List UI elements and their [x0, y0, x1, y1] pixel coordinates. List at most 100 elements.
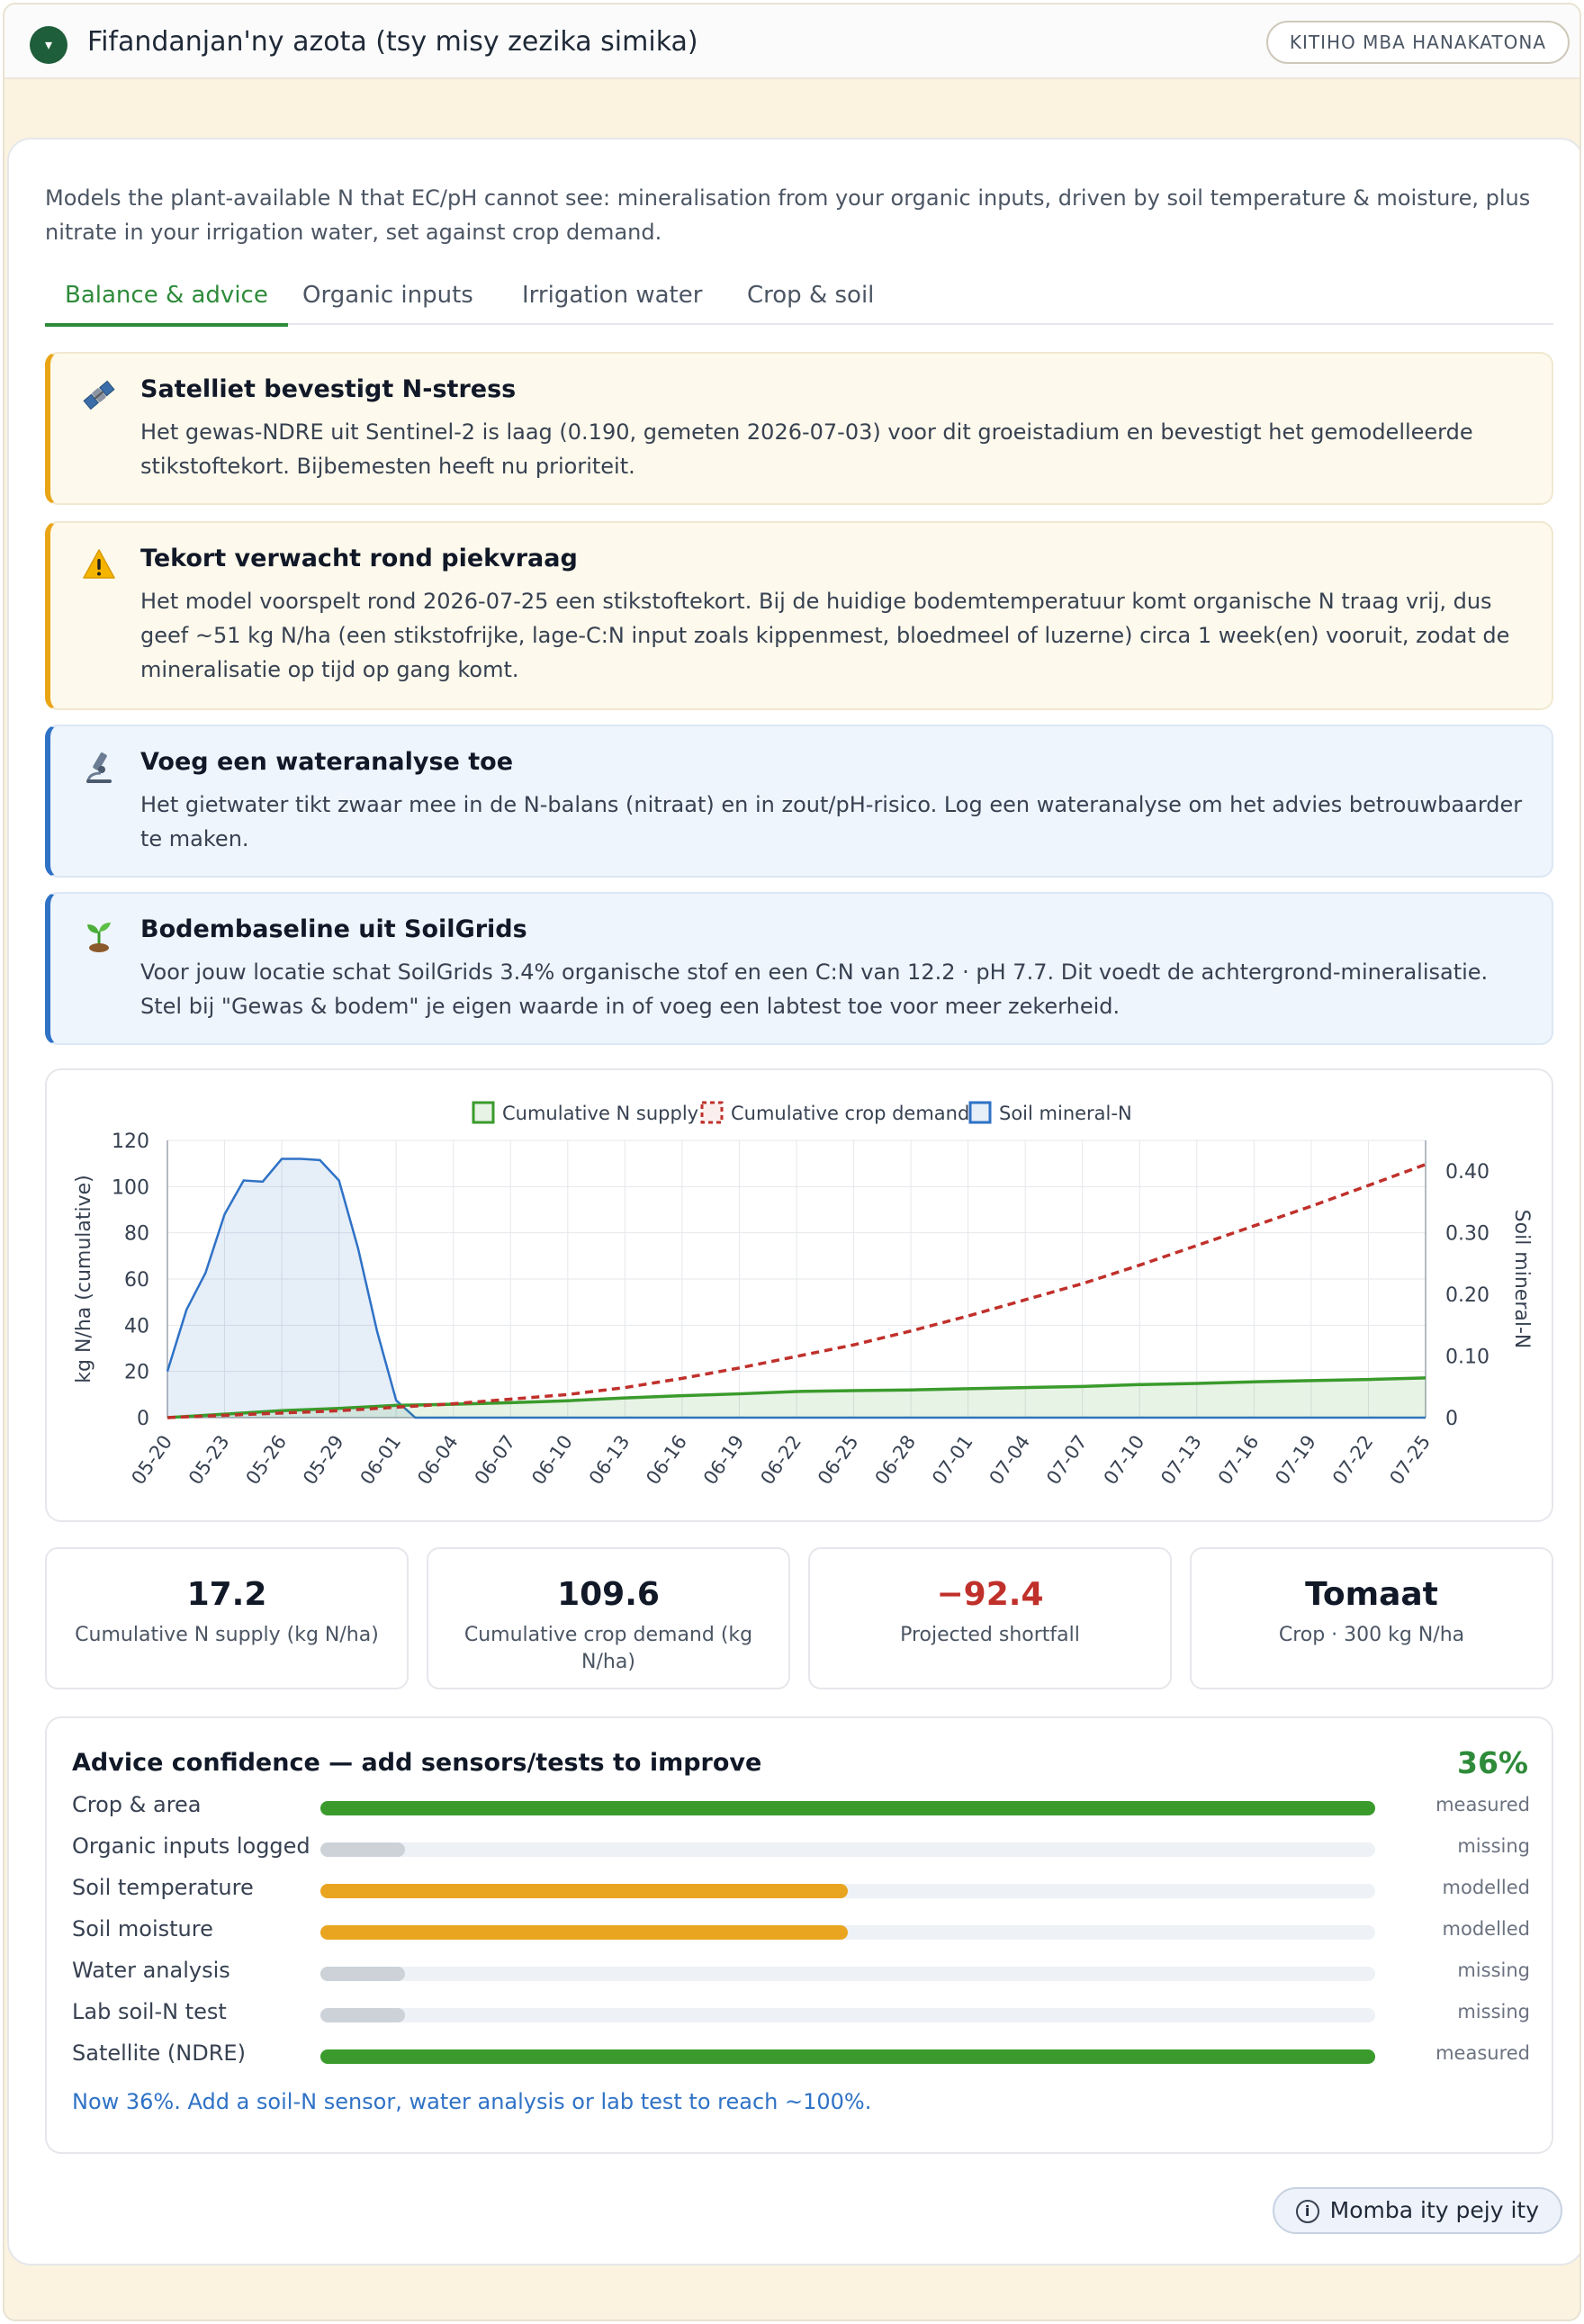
- legend-swatch: [472, 1101, 495, 1124]
- y2-tick-label: 0.10: [1445, 1347, 1490, 1369]
- advice-confidence: Advice confidence — add sensors/tests to…: [45, 1716, 1553, 2154]
- x-tick-label: 06-25: [814, 1431, 863, 1489]
- confidence-bar-fill: [320, 1967, 405, 1981]
- x-tick-label: 07-07: [1042, 1431, 1092, 1489]
- x-tick-label: 06-22: [756, 1431, 806, 1489]
- confidence-bar-fill: [320, 1925, 848, 1940]
- tab-bar: Balance & advice Organic inputs Irrigati…: [45, 273, 1553, 327]
- nitrogen-balance-panel: Models the plant-available N that EC/pH …: [7, 138, 1580, 2265]
- warning-icon: [83, 549, 115, 579]
- stat-label: Cumulative crop demand (kg N/ha): [464, 1624, 753, 1673]
- y-tick-label: 40: [124, 1315, 149, 1338]
- stat-value: Tomaat: [1305, 1576, 1438, 1613]
- nitrogen-balance-chart: 0 20 40 60 80 100 120 0 0.10 0.20 0.30 0.40 05-20 05-…: [45, 1068, 1553, 1522]
- confidence-bar-track: [320, 1842, 1375, 1857]
- about-page-button[interactable]: i Momba ity pejy ity: [1272, 2187, 1562, 2234]
- legend-label: Cumulative crop demand: [731, 1103, 969, 1124]
- legend-label: Cumulative N supply: [502, 1103, 698, 1124]
- confidence-row-status: modelled: [1442, 1877, 1530, 1898]
- confidence-row-label: Satellite (NDRE): [72, 2040, 246, 2066]
- series-area-soil-mineral-n: [167, 1158, 1426, 1418]
- panel-description: Models the plant-available N that EC/pH …: [45, 185, 1531, 245]
- alert-title: Bodembaseline uit SoilGrids: [140, 915, 527, 943]
- alert-satellite-stress: Satelliet bevestigt N-stress Het gewas-N…: [45, 352, 1553, 505]
- x-tick-label: 07-22: [1328, 1431, 1378, 1489]
- y2-tick-label: 0.40: [1445, 1161, 1490, 1184]
- stat-projected-shortfall: −92.4 Projected shortfall: [808, 1547, 1172, 1689]
- x-tick-label: 06-01: [356, 1431, 406, 1489]
- confidence-row: Soil temperature modelled: [72, 1871, 1530, 1907]
- y2-tick-label: 0.20: [1445, 1284, 1490, 1307]
- confidence-row-status: missing: [1457, 2001, 1530, 2022]
- x-tick-label: 07-04: [986, 1431, 1035, 1489]
- confidence-row-status: measured: [1436, 2042, 1530, 2064]
- alert-text: Het gewas-NDRE uit Sentinel-2 is laag (0…: [140, 419, 1473, 479]
- confidence-bar-fill: [320, 1801, 1375, 1815]
- y-tick-label: 20: [124, 1362, 149, 1384]
- legend-label: Soil mineral-N: [999, 1103, 1132, 1124]
- y-tick-label: 60: [124, 1269, 149, 1292]
- alert-title: Tekort verwacht rond piekvraag: [140, 545, 578, 572]
- y2-tick-label: 0: [1445, 1408, 1458, 1430]
- series-area-n-supply: [167, 1377, 1426, 1418]
- confidence-percent: 36%: [1457, 1745, 1528, 1780]
- stat-cumulative-supply: 17.2 Cumulative N supply (kg N/ha): [45, 1547, 409, 1689]
- series-line-crop-demand: [166, 1163, 1426, 1419]
- confidence-row-label: Soil moisture: [72, 1916, 213, 1941]
- about-button-label: Momba ity pejy ity: [1329, 2197, 1539, 2223]
- x-tick-label: 05-23: [184, 1431, 234, 1489]
- confidence-row-label: Lab soil-N test: [72, 1999, 227, 2024]
- confidence-bar-fill: [320, 2049, 1375, 2064]
- microscope-icon: [86, 752, 112, 783]
- confidence-bar-fill: [320, 1884, 848, 1898]
- y2-axis-label: Soil mineral-N: [1510, 1210, 1533, 1349]
- series-line-n-supply: [166, 1376, 1426, 1419]
- x-tick-label: 07-01: [928, 1431, 977, 1489]
- y2-tick-label: 0.30: [1445, 1223, 1490, 1246]
- series-line-soil-mineral-n: [166, 1157, 1426, 1419]
- x-tick-label: 06-13: [585, 1431, 634, 1489]
- alert-text: Het model voorspelt rond 2026-07-25 een …: [140, 589, 1510, 682]
- confidence-row: Crop & area measured: [72, 1788, 1530, 1824]
- tab-organic-inputs[interactable]: Organic inputs: [302, 282, 473, 309]
- confidence-note[interactable]: Now 36%. Add a soil-N sensor, water anal…: [72, 2089, 872, 2114]
- confidence-bar-track: [320, 1925, 1375, 1940]
- tab-crop-soil[interactable]: Crop & soil: [747, 282, 875, 309]
- y-tick-label: 120: [112, 1130, 149, 1153]
- tab-irrigation-water[interactable]: Irrigation water: [522, 282, 703, 309]
- x-tick-label: 06-04: [413, 1431, 463, 1489]
- confidence-row: Satellite (NDRE) measured: [72, 2037, 1530, 2073]
- collapse-toggle-icon[interactable]: ▾: [30, 26, 68, 64]
- confidence-row: Organic inputs logged missing: [72, 1830, 1530, 1866]
- confidence-row-label: Water analysis: [72, 1958, 230, 1983]
- app-frame: ▾ Fifandanjan'ny azota (tsy misy zezika …: [3, 3, 1581, 2321]
- confidence-row-status: missing: [1457, 1959, 1530, 1981]
- confidence-title: Advice confidence — add sensors/tests to…: [72, 1749, 762, 1777]
- tab-balance-advice[interactable]: Balance & advice: [45, 280, 288, 327]
- legend-swatch: [968, 1101, 992, 1124]
- alert-water-analysis: Voeg een wateranalyse toe Het gietwater …: [45, 725, 1553, 878]
- confidence-bar-track: [320, 1884, 1375, 1898]
- alert-title: Satelliet bevestigt N-stress: [140, 375, 517, 403]
- x-tick-label: 06-10: [527, 1431, 577, 1489]
- confidence-row: Water analysis missing: [72, 1954, 1530, 1990]
- confidence-row: Lab soil-N test missing: [72, 1995, 1530, 2031]
- header-bar: ▾ Fifandanjan'ny azota (tsy misy zezika …: [4, 5, 1580, 79]
- alert-text: Het gietwater tikt zwaar mee in de N-bal…: [140, 792, 1523, 851]
- y-axis-label: kg N/ha (cumulative): [73, 1175, 95, 1383]
- close-expert-button[interactable]: KITIHO MBA HANAKATONA: [1265, 21, 1570, 64]
- confidence-bar-track: [320, 1801, 1375, 1815]
- x-tick-label: 05-29: [299, 1431, 348, 1489]
- confidence-row-label: Crop & area: [72, 1792, 202, 1817]
- stat-crop: Tomaat Crop · 300 kg N/ha: [1190, 1547, 1553, 1689]
- confidence-row-status: missing: [1457, 1835, 1530, 1857]
- stat-cumulative-demand: 109.6 Cumulative crop demand (kg N/ha): [427, 1547, 790, 1689]
- x-tick-label: 07-25: [1385, 1431, 1435, 1489]
- x-tick-label: 06-28: [871, 1431, 921, 1489]
- x-tick-label: 07-16: [1214, 1431, 1264, 1489]
- satellite-icon: [83, 380, 115, 410]
- page-title: Fifandanjan'ny azota (tsy misy zezika si…: [87, 26, 698, 58]
- seedling-icon: [87, 923, 111, 952]
- x-tick-label: 05-26: [242, 1431, 292, 1489]
